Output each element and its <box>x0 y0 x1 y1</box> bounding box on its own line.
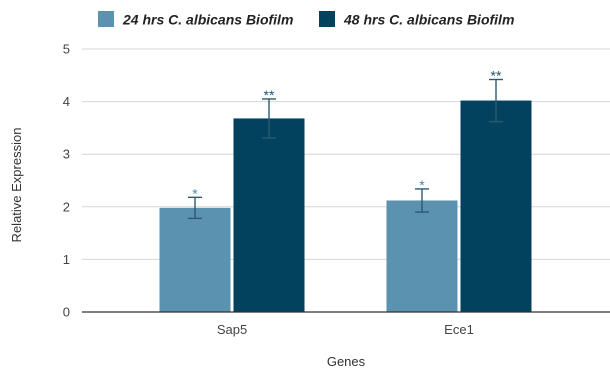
error-bar-sap5-series-1 <box>188 196 202 220</box>
error-bars <box>188 78 503 220</box>
y-axis-ticks: 0 1 2 3 4 5 <box>63 42 70 320</box>
bar-ece1-series-2 <box>460 100 532 312</box>
error-bar-ece1-series-1 <box>415 188 429 213</box>
legend-item-series-2: 48 hrs C. albicans Biofilm <box>319 11 514 28</box>
y-tick-label-1: 1 <box>63 252 70 267</box>
legend-label-series-1: 24 hrs C. albicans Biofilm <box>122 12 293 28</box>
error-bar-ece1-series-2 <box>489 78 503 123</box>
significance-mark-ece1-series-2: ** <box>491 68 502 84</box>
significance-mark-ece1-series-1: * <box>419 177 425 193</box>
bars <box>159 100 532 312</box>
x-tick-label-sap5: Sap5 <box>217 322 247 337</box>
error-bar-sap5-series-2 <box>262 98 276 139</box>
legend-item-series-1: 24 hrs C. albicans Biofilm <box>98 11 293 28</box>
y-axis-title: Relative Expression <box>9 128 24 243</box>
legend-swatch-series-2 <box>319 11 335 27</box>
legend-swatch-series-1 <box>98 11 114 27</box>
bar-ece1-series-1 <box>386 200 458 312</box>
y-tick-label-5: 5 <box>63 42 70 57</box>
legend-label-series-2: 48 hrs C. albicans Biofilm <box>343 12 514 28</box>
y-tick-label-3: 3 <box>63 147 70 162</box>
significance-mark-sap5-series-1: * <box>192 185 198 201</box>
bar-sap5-series-2 <box>233 118 305 312</box>
y-tick-label-4: 4 <box>63 94 70 109</box>
significance-marks: ****** <box>192 68 502 202</box>
x-axis-title: Genes <box>327 354 366 368</box>
legend: 24 hrs C. albicans Biofilm 48 hrs C. albi… <box>98 11 514 28</box>
bar-sap5-series-1 <box>159 207 231 312</box>
significance-mark-sap5-series-2: ** <box>264 87 275 103</box>
x-tick-label-ece1: Ece1 <box>444 322 474 337</box>
y-tick-label-2: 2 <box>63 199 70 214</box>
y-tick-label-0: 0 <box>63 305 70 320</box>
x-axis-ticks: Sap5 Ece1 <box>217 322 474 337</box>
